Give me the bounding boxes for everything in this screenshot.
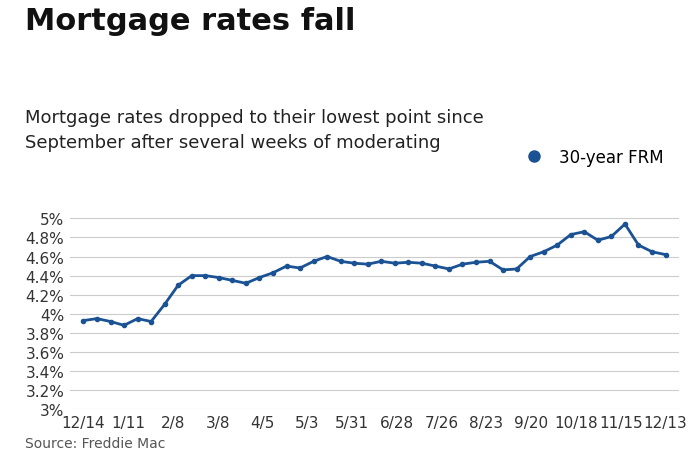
Text: Mortgage rates dropped to their lowest point since
September after several weeks: Mortgage rates dropped to their lowest p…: [25, 109, 483, 152]
Text: Mortgage rates fall: Mortgage rates fall: [25, 7, 355, 36]
Text: Source: Freddie Mac: Source: Freddie Mac: [25, 436, 165, 450]
Legend: 30-year FRM: 30-year FRM: [511, 142, 671, 173]
